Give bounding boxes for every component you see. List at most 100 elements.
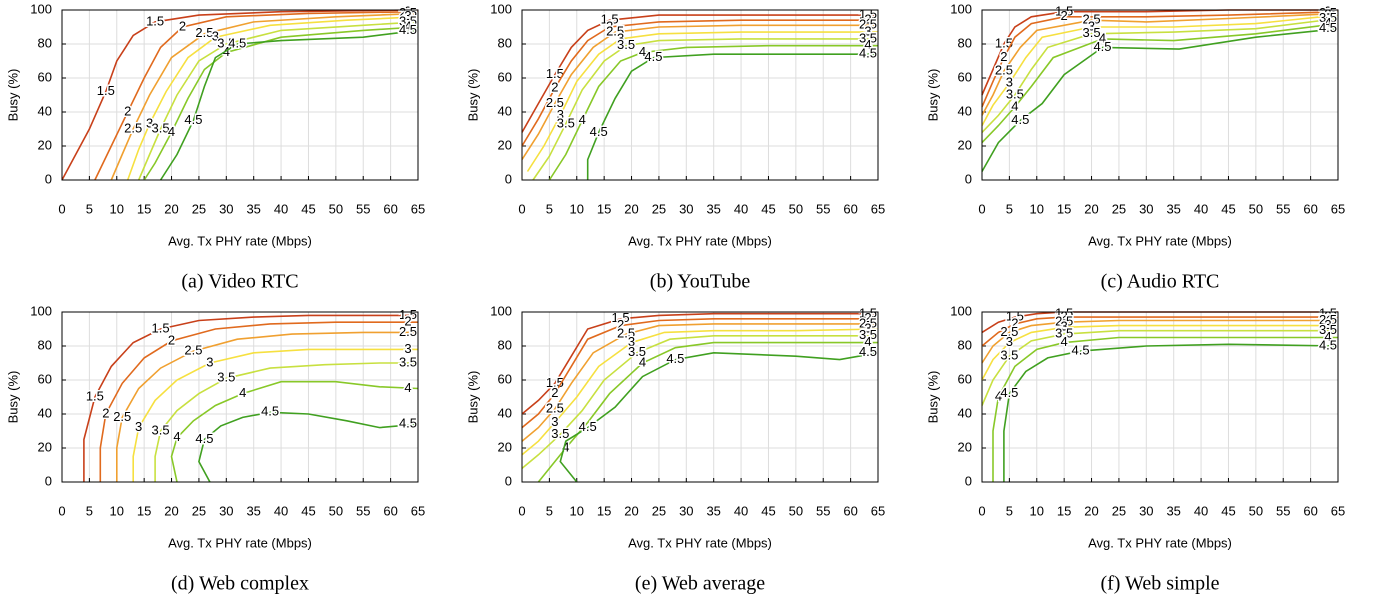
contour-line (521, 323, 878, 442)
contour-line (154, 362, 418, 482)
contour-label: 2 (1324, 3, 1331, 18)
contour-label: 2 (404, 314, 411, 329)
x-tick-label: 65 (411, 503, 425, 518)
contour-label: 3 (146, 115, 153, 130)
y-tick-label: 100 (950, 1, 972, 16)
x-tick-label: 5 (86, 503, 93, 518)
x-tick-label: 20 (164, 503, 178, 518)
x-tick-label: 15 (1057, 503, 1071, 518)
y-axis-label: Busy (%) (925, 69, 940, 122)
contour-label: 2 (124, 103, 131, 118)
x-tick-label: 0 (58, 503, 65, 518)
contour-label: 2 (864, 12, 871, 27)
x-tick-label: 20 (1084, 201, 1098, 216)
contour-label: 3 (864, 320, 871, 335)
contour-label: 4 (864, 37, 871, 52)
x-axis-label: Avg. Tx PHY rate (Mbps) (168, 233, 312, 248)
x-tick-label: 15 (137, 201, 151, 216)
contour-label: 3 (1006, 334, 1013, 349)
chart-caption: (f) Web simple (1100, 573, 1219, 595)
x-tick-label: 5 (546, 201, 553, 216)
y-tick-label: 100 (30, 303, 52, 318)
x-tick-label: 40 (274, 503, 288, 518)
x-tick-label: 35 (1166, 201, 1180, 216)
contour-label: 2 (551, 80, 558, 95)
y-tick-label: 20 (958, 137, 972, 152)
contour-label: 3 (206, 354, 213, 369)
contour-label: 3.5 (217, 370, 235, 385)
contour-label: 3.5 (1000, 348, 1018, 363)
x-tick-label: 60 (1303, 201, 1317, 216)
contour-label: 2 (404, 3, 411, 18)
x-tick-label: 55 (356, 201, 370, 216)
contour-label: 1.5 (86, 388, 104, 403)
contour-label: 3.5 (1319, 322, 1337, 337)
contour-label: 4.5 (859, 344, 877, 359)
contour-label: 2.5 (1319, 312, 1337, 327)
contour-label: 2.5 (859, 17, 877, 32)
contour-label: 4 (404, 380, 411, 395)
contour-line (1003, 343, 1339, 482)
plot-frame (61, 311, 419, 483)
contour-label: 2 (1000, 49, 1007, 64)
contour-label: 2 (1324, 309, 1331, 324)
contour-line (159, 29, 419, 181)
contour-label: 2.5 (195, 25, 213, 40)
x-tick-label: 35 (706, 503, 720, 518)
x-tick-label: 25 (652, 201, 666, 216)
contour-label: 3.5 (617, 37, 635, 52)
x-tick-label: 10 (1030, 201, 1044, 216)
contour-line (981, 14, 1339, 126)
y-tick-label: 0 (45, 473, 52, 488)
contour-label: 4.5 (261, 404, 279, 419)
x-tick-label: 35 (246, 503, 260, 518)
y-tick-label: 60 (958, 371, 972, 386)
contour-label: 3.5 (152, 422, 170, 437)
x-tick-label: 55 (356, 503, 370, 518)
contour-label: 4 (404, 18, 411, 33)
contour-label: 2 (606, 18, 613, 33)
y-tick-label: 20 (958, 439, 972, 454)
contour-label: 4.5 (184, 112, 202, 127)
plot-frame (981, 311, 1339, 483)
x-tick-label: 30 (219, 201, 233, 216)
contour-line (981, 316, 1338, 347)
x-tick-label: 65 (411, 201, 425, 216)
y-tick-label: 60 (498, 69, 512, 84)
contour-label: 2.5 (546, 95, 564, 110)
x-tick-label: 50 (1249, 201, 1263, 216)
contour-label: 2 (168, 332, 175, 347)
contour-label: 4 (168, 124, 175, 139)
x-tick-label: 60 (383, 503, 397, 518)
contour-line (586, 53, 878, 180)
y-tick-label: 0 (505, 473, 512, 488)
contour-line (143, 26, 419, 181)
y-tick-label: 20 (38, 137, 52, 152)
y-tick-label: 40 (498, 103, 512, 118)
chart-caption: (d) Web complex (171, 573, 309, 595)
x-tick-label: 45 (761, 503, 775, 518)
x-tick-label: 20 (1084, 503, 1098, 518)
x-tick-label: 45 (1221, 201, 1235, 216)
chart-caption: (b) YouTube (650, 271, 751, 293)
x-tick-label: 40 (1194, 503, 1208, 518)
contour-label: 3 (1061, 319, 1068, 334)
x-tick-label: 65 (871, 503, 885, 518)
contour-line (521, 328, 879, 456)
chart-panel: 0 20 40 60 80 100 0 5 10 15 20 25 30 35 40 45 50 55 60 65 1.… (925, 1, 1345, 292)
x-tick-label: 60 (843, 503, 857, 518)
contour-label: 3 (628, 334, 635, 349)
chart-caption: (c) Audio RTC (1101, 271, 1220, 293)
y-tick-label: 80 (38, 35, 52, 50)
x-tick-label: 45 (301, 503, 315, 518)
x-tick-label: 10 (110, 503, 124, 518)
contour-label: 3.5 (399, 354, 417, 369)
x-tick-label: 15 (597, 503, 611, 518)
x-tick-label: 25 (1112, 201, 1126, 216)
contour-label: 3 (1324, 317, 1331, 332)
contour-line (981, 27, 1339, 172)
contour-label: 2 (1061, 309, 1068, 324)
x-tick-label: 60 (1303, 503, 1317, 518)
x-tick-label: 40 (1194, 201, 1208, 216)
